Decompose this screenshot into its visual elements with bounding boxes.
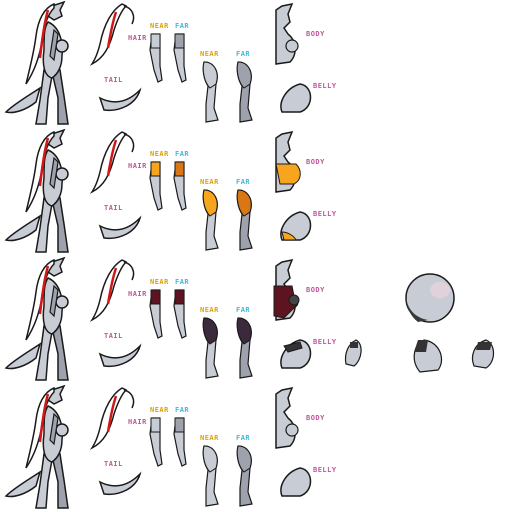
tail-label: TAIL xyxy=(104,204,123,212)
leg-parts xyxy=(202,445,253,507)
near-leg-label: NEAR xyxy=(200,434,219,442)
body-torso-part xyxy=(275,2,299,65)
arm-parts xyxy=(149,161,187,211)
body-label: BODY xyxy=(306,30,325,38)
belly-part xyxy=(280,83,312,113)
near-arm-label: NEAR xyxy=(150,406,169,414)
belly-part xyxy=(280,211,312,241)
sprite-row-2: HAIR TAIL NEAR FAR NEAR FAR BODY BELLY xyxy=(0,128,512,256)
hair-label: HAIR xyxy=(128,418,147,426)
hair-tail-parts xyxy=(89,259,142,368)
leg-parts xyxy=(202,189,253,251)
full-character-sprite xyxy=(4,128,69,253)
belly-part xyxy=(280,467,312,497)
body-label: BODY xyxy=(306,414,325,422)
sprite-sheet-row xyxy=(4,256,495,381)
body-torso-part xyxy=(273,258,300,321)
sprite-sheet-row xyxy=(4,128,312,253)
sprite-row-1: HAIR TAIL NEAR FAR NEAR FAR BODY BELLY xyxy=(0,0,512,128)
full-character-sprite xyxy=(4,384,69,509)
belly-label: BELLY xyxy=(313,338,337,346)
belly-label: BELLY xyxy=(313,210,337,218)
tail-label: TAIL xyxy=(104,332,123,340)
hair-tail-parts xyxy=(89,131,142,240)
far-leg-label: FAR xyxy=(236,50,251,58)
full-character-sprite xyxy=(4,0,69,125)
near-leg-label: NEAR xyxy=(200,178,219,186)
body-torso-part xyxy=(275,130,301,193)
near-arm-label: NEAR xyxy=(150,22,169,30)
belly-variant-set xyxy=(344,273,495,373)
near-arm-label: NEAR xyxy=(150,278,169,286)
full-character-sprite xyxy=(4,256,69,381)
arm-parts xyxy=(149,417,187,467)
body-label: BODY xyxy=(306,286,325,294)
arm-parts xyxy=(149,289,187,339)
sprite-row-3: HAIR TAIL NEAR FAR NEAR FAR BODY BELLY xyxy=(0,256,512,384)
near-leg-label: NEAR xyxy=(200,50,219,58)
tail-label: TAIL xyxy=(104,76,123,84)
far-arm-label: FAR xyxy=(175,406,190,414)
hair-label: HAIR xyxy=(128,34,147,42)
hair-label: HAIR xyxy=(128,290,147,298)
far-leg-label: FAR xyxy=(236,306,251,314)
body-torso-part xyxy=(275,386,299,449)
far-leg-label: FAR xyxy=(236,434,251,442)
near-leg-label: NEAR xyxy=(200,306,219,314)
belly-part xyxy=(280,339,312,369)
tail-label: TAIL xyxy=(104,460,123,468)
arm-parts xyxy=(149,33,187,83)
far-arm-label: FAR xyxy=(175,150,190,158)
near-arm-label: NEAR xyxy=(150,150,169,158)
hair-tail-parts xyxy=(89,3,142,112)
far-arm-label: FAR xyxy=(175,278,190,286)
leg-parts xyxy=(202,317,253,379)
far-arm-label: FAR xyxy=(175,22,190,30)
belly-label: BELLY xyxy=(313,82,337,90)
leg-parts xyxy=(202,61,253,123)
belly-label: BELLY xyxy=(313,466,337,474)
sprite-row-4: HAIR TAIL NEAR FAR NEAR FAR BODY BELLY xyxy=(0,384,512,512)
hair-label: HAIR xyxy=(128,162,147,170)
far-leg-label: FAR xyxy=(236,178,251,186)
body-label: BODY xyxy=(306,158,325,166)
sprite-sheet-row xyxy=(4,0,312,125)
sprite-sheet-row xyxy=(4,384,312,509)
hair-tail-parts xyxy=(89,387,142,496)
